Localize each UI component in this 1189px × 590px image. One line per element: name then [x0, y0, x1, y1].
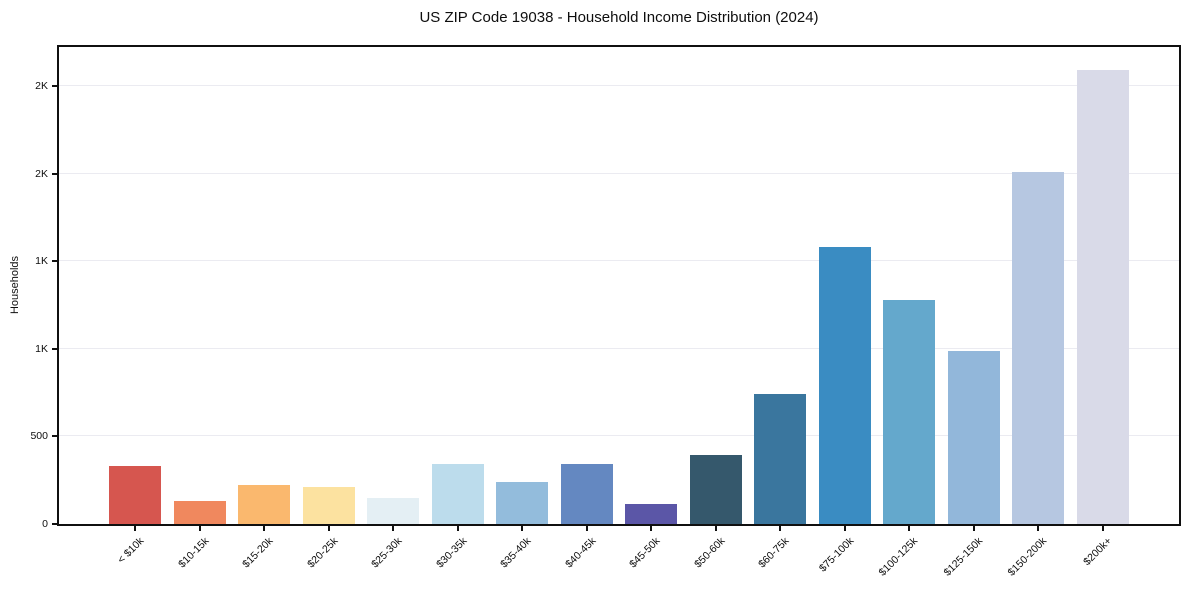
gridline-y2500 [59, 84, 1179, 86]
bar-$100-125k [883, 299, 935, 524]
x-tick-mark [198, 526, 201, 531]
x-tick-label: $45-50k [627, 535, 663, 571]
gridline-y2000 [59, 172, 1179, 174]
x-tick-label: $50-60k [691, 535, 727, 571]
y-tick-label: 500 [30, 430, 48, 443]
bar-$20-25k [302, 487, 355, 524]
x-tick-label: $125-150k [941, 535, 985, 579]
y-tick-label: 1K [35, 255, 48, 268]
bar-$75-100k [818, 247, 871, 524]
bar-$45-50k [625, 503, 677, 524]
x-tick-label: $60-75k [756, 535, 792, 571]
x-tick-label: $15-20k [240, 535, 276, 571]
gridline-y500 [59, 435, 1179, 437]
y-tick-label: 1K [35, 342, 48, 355]
y-tick-label: 0 [42, 518, 48, 530]
x-tick-label: $100-125k [876, 535, 921, 579]
gridline-y1500 [59, 260, 1179, 262]
x-tick-mark [714, 526, 717, 531]
x-tick-mark [521, 526, 523, 531]
x-tick-label: $75-100k [816, 535, 856, 575]
y-tick-label: 2K [35, 79, 48, 92]
x-tick-mark [972, 526, 975, 531]
x-tick-label: $20-25k [304, 535, 340, 571]
y-tick-mark [52, 84, 57, 87]
x-tick-label: $200k+ [1080, 535, 1114, 569]
x-tick-mark [134, 526, 136, 531]
y-tick-mark [52, 260, 57, 263]
y-tick-mark [52, 172, 57, 175]
bar-$50-60k [689, 454, 742, 524]
x-tick-mark [650, 526, 652, 531]
x-tick-mark [456, 526, 459, 531]
bar-$200k+ [1076, 70, 1129, 524]
bar-$150-200k [1012, 171, 1064, 524]
x-tick-mark [779, 526, 781, 531]
x-tick-label: < $10k [115, 535, 147, 566]
y-tick-mark [52, 347, 57, 350]
x-tick-label: $35-40k [498, 535, 534, 571]
y-tick-mark [52, 523, 57, 525]
bar-$25-30k [367, 497, 419, 524]
bar-$125-150k [947, 350, 1000, 524]
chart-title: US ZIP Code 19038 - Household Income Dis… [419, 9, 819, 26]
x-tick-label: $25-30k [369, 535, 405, 571]
bar-$35-40k [496, 481, 548, 524]
x-tick-mark [327, 526, 330, 531]
bar-$30-35k [431, 464, 484, 524]
x-tick-mark [1037, 526, 1039, 531]
bar-$60-75k [754, 394, 806, 524]
gridline-y1000 [59, 347, 1179, 349]
x-tick-label: $150-200k [1005, 535, 1050, 579]
x-tick-label: $10-15k [175, 535, 211, 571]
x-tick-label: $30-35k [433, 535, 469, 571]
plot-area [57, 45, 1181, 526]
x-tick-mark [1101, 526, 1104, 531]
x-tick-mark [843, 526, 846, 531]
bar-$10-15k [173, 501, 226, 524]
x-tick-label: $40-45k [562, 535, 598, 571]
bar-< $10k [109, 466, 161, 524]
y-tick-mark [52, 435, 57, 438]
y-tick-label: 2K [35, 167, 48, 180]
bar-$15-20k [238, 484, 290, 524]
x-tick-mark [908, 526, 910, 531]
bar-$40-45k [560, 463, 613, 524]
x-tick-mark [392, 526, 394, 531]
x-tick-mark [585, 526, 588, 531]
x-tick-mark [263, 526, 265, 531]
